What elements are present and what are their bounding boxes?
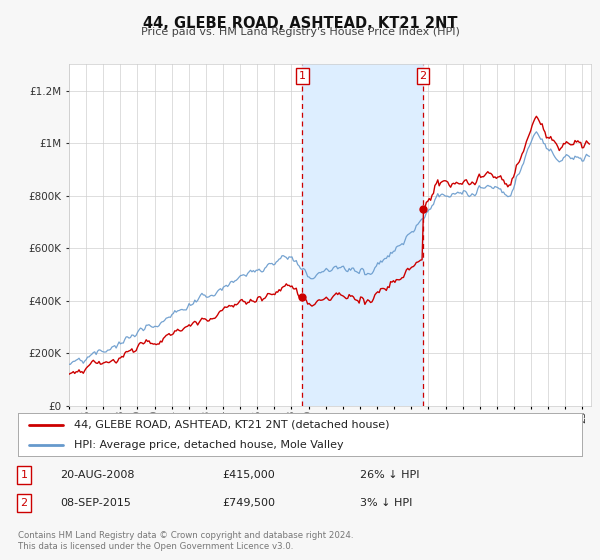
Text: HPI: Average price, detached house, Mole Valley: HPI: Average price, detached house, Mole… — [74, 440, 344, 450]
Text: 44, GLEBE ROAD, ASHTEAD, KT21 2NT: 44, GLEBE ROAD, ASHTEAD, KT21 2NT — [143, 16, 457, 31]
Text: 26% ↓ HPI: 26% ↓ HPI — [360, 470, 419, 480]
Bar — [302, 64, 423, 406]
Text: This data is licensed under the Open Government Licence v3.0.: This data is licensed under the Open Gov… — [18, 542, 293, 550]
Text: £749,500: £749,500 — [222, 498, 275, 508]
Text: Contains HM Land Registry data © Crown copyright and database right 2024.: Contains HM Land Registry data © Crown c… — [18, 531, 353, 540]
Text: 08-SEP-2015: 08-SEP-2015 — [60, 498, 131, 508]
Text: 1: 1 — [299, 71, 306, 81]
Text: Price paid vs. HM Land Registry's House Price Index (HPI): Price paid vs. HM Land Registry's House … — [140, 27, 460, 37]
Text: 20-AUG-2008: 20-AUG-2008 — [60, 470, 134, 480]
Text: 3% ↓ HPI: 3% ↓ HPI — [360, 498, 412, 508]
Text: 2: 2 — [419, 71, 427, 81]
Text: £415,000: £415,000 — [222, 470, 275, 480]
Text: 2: 2 — [20, 498, 28, 508]
Text: 1: 1 — [20, 470, 28, 480]
Text: 44, GLEBE ROAD, ASHTEAD, KT21 2NT (detached house): 44, GLEBE ROAD, ASHTEAD, KT21 2NT (detac… — [74, 419, 390, 430]
